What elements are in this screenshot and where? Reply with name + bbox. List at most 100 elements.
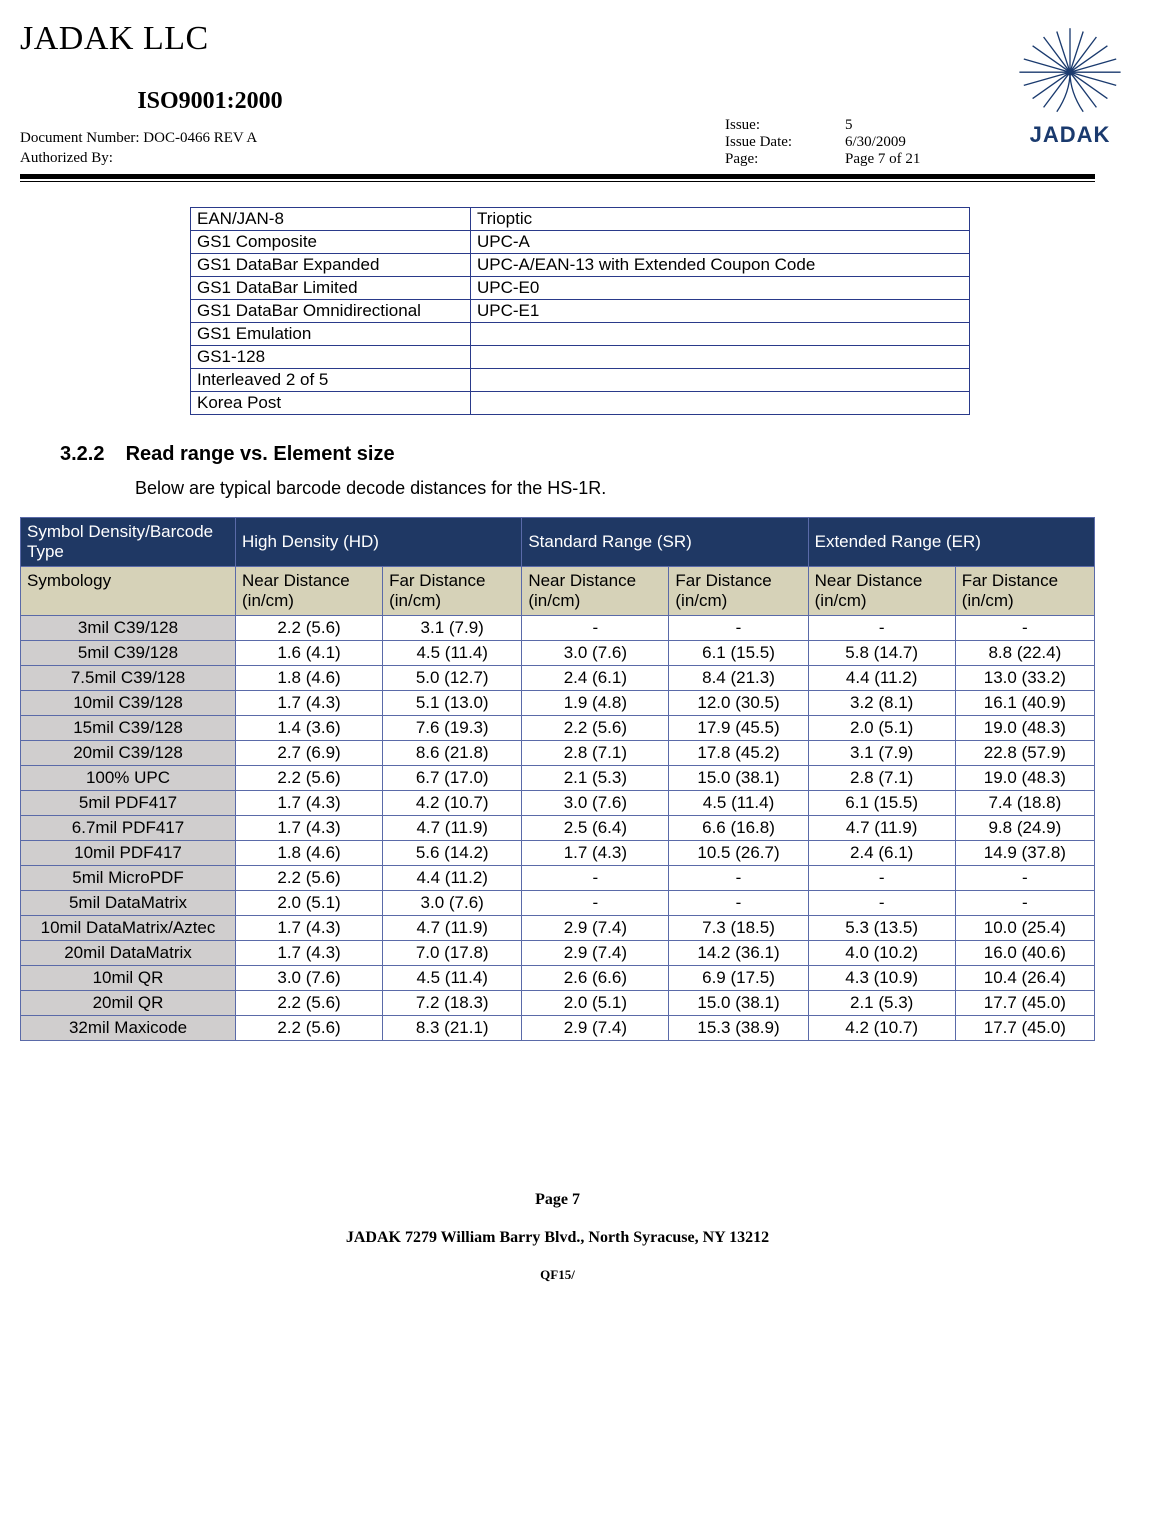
- value-cell: 4.4 (11.2): [808, 666, 955, 691]
- value-cell: 3.2 (8.1): [808, 691, 955, 716]
- value-cell: 17.7 (45.0): [955, 991, 1094, 1016]
- read-range-table: Symbol Density/Barcode TypeHigh Density …: [20, 517, 1095, 1041]
- table-cell: Trioptic: [471, 208, 970, 231]
- value-cell: 1.6 (4.1): [236, 641, 383, 666]
- value-cell: 4.5 (11.4): [383, 966, 522, 991]
- value-cell: -: [669, 866, 808, 891]
- table-row: 15mil C39/1281.4 (3.6)7.6 (19.3)2.2 (5.6…: [21, 716, 1095, 741]
- value-cell: 2.1 (5.3): [808, 991, 955, 1016]
- barcode-list-table: EAN/JAN-8TriopticGS1 CompositeUPC-AGS1 D…: [190, 207, 970, 415]
- table-cell: Interleaved 2 of 5: [191, 369, 471, 392]
- symbology-cell: 20mil DataMatrix: [21, 941, 236, 966]
- value-cell: 2.6 (6.6): [522, 966, 669, 991]
- footer-qf: QF15/: [20, 1267, 1095, 1283]
- column-header: Far Distance (in/cm): [955, 567, 1094, 616]
- symbology-cell: 15mil C39/128: [21, 716, 236, 741]
- value-cell: 5.3 (13.5): [808, 916, 955, 941]
- value-cell: -: [808, 866, 955, 891]
- value-cell: 22.8 (57.9): [955, 741, 1094, 766]
- column-header: Near Distance (in/cm): [236, 567, 383, 616]
- value-cell: 2.5 (6.4): [522, 816, 669, 841]
- doc-meta: Document Number: DOC-0466 REV A Authoriz…: [20, 117, 1015, 168]
- value-cell: 19.0 (48.3): [955, 766, 1094, 791]
- value-cell: 2.2 (5.6): [236, 616, 383, 641]
- value-cell: 1.7 (4.3): [236, 791, 383, 816]
- value-cell: 5.6 (14.2): [383, 841, 522, 866]
- value-cell: 17.7 (45.0): [955, 1016, 1094, 1041]
- table-cell: GS1 DataBar Limited: [191, 277, 471, 300]
- value-cell: 1.4 (3.6): [236, 716, 383, 741]
- value-cell: -: [808, 616, 955, 641]
- value-cell: 4.0 (10.2): [808, 941, 955, 966]
- table-row: GS1 DataBar OmnidirectionalUPC-E1: [191, 300, 970, 323]
- value-cell: 16.1 (40.9): [955, 691, 1094, 716]
- table-subheader-row: SymbologyNear Distance (in/cm)Far Distan…: [21, 567, 1095, 616]
- value-cell: 6.9 (17.5): [669, 966, 808, 991]
- value-cell: 10.5 (26.7): [669, 841, 808, 866]
- section-intro: Below are typical barcode decode distanc…: [135, 478, 1095, 499]
- value-cell: 9.8 (24.9): [955, 816, 1094, 841]
- table-cell: UPC-E1: [471, 300, 970, 323]
- value-cell: 2.4 (6.1): [522, 666, 669, 691]
- value-cell: 2.2 (5.6): [236, 1016, 383, 1041]
- value-cell: 1.7 (4.3): [236, 816, 383, 841]
- value-cell: 4.2 (10.7): [808, 1016, 955, 1041]
- value-cell: 6.1 (15.5): [669, 641, 808, 666]
- symbology-cell: 10mil DataMatrix/Aztec: [21, 916, 236, 941]
- header-rule: [20, 174, 1095, 182]
- value-cell: 4.7 (11.9): [383, 916, 522, 941]
- value-cell: 17.9 (45.5): [669, 716, 808, 741]
- symbology-cell: 10mil C39/128: [21, 691, 236, 716]
- value-cell: 6.6 (16.8): [669, 816, 808, 841]
- symbology-cell: 6.7mil PDF417: [21, 816, 236, 841]
- column-header: Symbol Density/Barcode Type: [21, 518, 236, 567]
- value-cell: 2.7 (6.9): [236, 741, 383, 766]
- value-cell: 1.8 (4.6): [236, 666, 383, 691]
- table-row: 3mil C39/1282.2 (5.6)3.1 (7.9)----: [21, 616, 1095, 641]
- value-cell: 2.2 (5.6): [236, 866, 383, 891]
- value-cell: 4.2 (10.7): [383, 791, 522, 816]
- table-cell: GS1 DataBar Expanded: [191, 254, 471, 277]
- symbology-cell: 20mil QR: [21, 991, 236, 1016]
- symbology-cell: 5mil C39/128: [21, 641, 236, 666]
- value-cell: 7.2 (18.3): [383, 991, 522, 1016]
- page-value: Page 7 of 21: [845, 151, 995, 168]
- table-row: GS1-128: [191, 346, 970, 369]
- table-row: 10mil C39/1281.7 (4.3)5.1 (13.0)1.9 (4.8…: [21, 691, 1095, 716]
- value-cell: -: [955, 616, 1094, 641]
- table-row: Korea Post: [191, 392, 970, 415]
- column-header: Far Distance (in/cm): [383, 567, 522, 616]
- value-cell: 7.4 (18.8): [955, 791, 1094, 816]
- column-header: Near Distance (in/cm): [808, 567, 955, 616]
- table-cell: Korea Post: [191, 392, 471, 415]
- value-cell: 4.7 (11.9): [383, 816, 522, 841]
- value-cell: 2.9 (7.4): [522, 916, 669, 941]
- table-row: 20mil QR2.2 (5.6)7.2 (18.3)2.0 (5.1)15.0…: [21, 991, 1095, 1016]
- table-row: GS1 CompositeUPC-A: [191, 231, 970, 254]
- value-cell: 10.0 (25.4): [955, 916, 1094, 941]
- value-cell: 15.0 (38.1): [669, 991, 808, 1016]
- table-cell: [471, 346, 970, 369]
- value-cell: 6.7 (17.0): [383, 766, 522, 791]
- value-cell: -: [669, 891, 808, 916]
- issue-value: 5: [845, 117, 995, 134]
- doc-left: Document Number: DOC-0466 REV A Authoriz…: [20, 129, 257, 168]
- value-cell: 4.5 (11.4): [669, 791, 808, 816]
- value-cell: -: [522, 866, 669, 891]
- value-cell: 1.7 (4.3): [236, 916, 383, 941]
- section-heading: 3.2.2 Read range vs. Element size: [60, 443, 1095, 466]
- column-header: Extended Range (ER): [808, 518, 1094, 567]
- sunburst-icon: [1015, 25, 1125, 115]
- value-cell: 8.6 (21.8): [383, 741, 522, 766]
- table-row: 10mil PDF4171.8 (4.6)5.6 (14.2)1.7 (4.3)…: [21, 841, 1095, 866]
- doc-number: Document Number: DOC-0466 REV A: [20, 129, 257, 149]
- value-cell: 1.9 (4.8): [522, 691, 669, 716]
- page-label: Page:: [725, 151, 845, 168]
- table-cell: [471, 323, 970, 346]
- value-cell: 2.4 (6.1): [808, 841, 955, 866]
- value-cell: 4.4 (11.2): [383, 866, 522, 891]
- table-row: Interleaved 2 of 5: [191, 369, 970, 392]
- value-cell: 2.8 (7.1): [522, 741, 669, 766]
- value-cell: 5.8 (14.7): [808, 641, 955, 666]
- logo: JADAK: [1015, 25, 1125, 148]
